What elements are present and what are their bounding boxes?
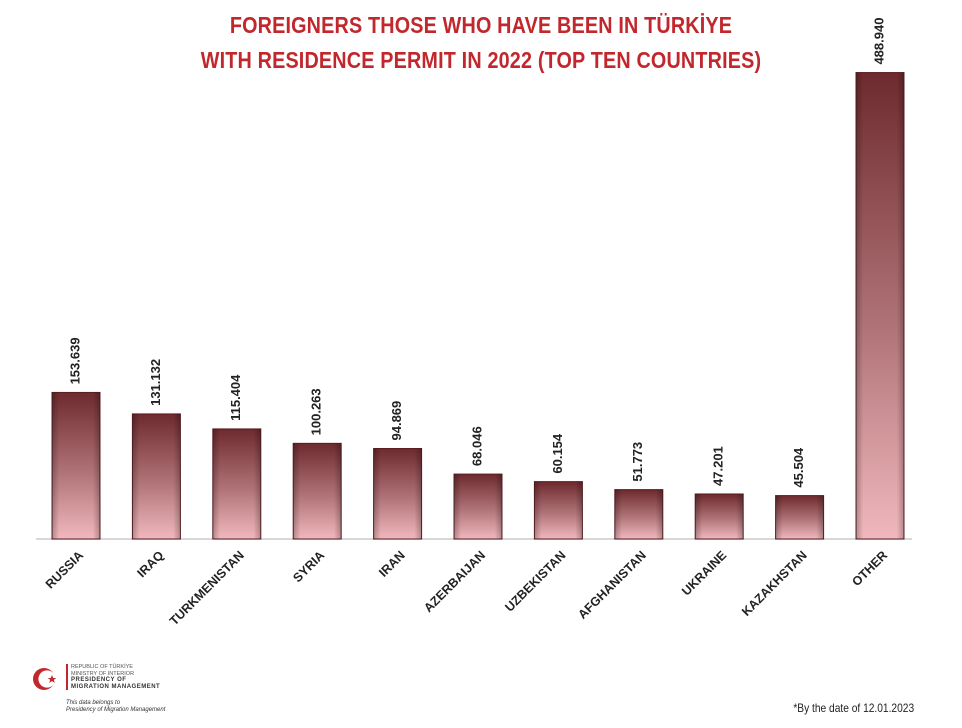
value-label-azerbaijan: 68.046: [469, 426, 484, 466]
category-label-turkmenistan: TURKMENISTAN: [167, 548, 247, 628]
bar-shade-kazakhstan: [775, 495, 824, 539]
bar-shade-uzbekistan: [534, 481, 583, 539]
chart-title: FOREIGNERS THOSE WHO HAVE BEEN IN TÜRKİY…: [67, 8, 894, 78]
ministry-logo: REPUBLIC OF TÜRKİYE MINISTRY OF INTERIOR…: [30, 662, 180, 722]
category-label-other: OTHER: [849, 548, 890, 589]
bar-shade-ukraine: [695, 493, 744, 539]
category-label-syria: SYRIA: [290, 548, 327, 585]
value-label-ukraine: 47.201: [711, 446, 726, 486]
value-label-turkmenistan: 115.404: [228, 374, 243, 421]
category-label-uzbekistan: UZBEKISTAN: [502, 548, 568, 614]
chart-title-line1: FOREIGNERS THOSE WHO HAVE BEEN IN TÜRKİY…: [229, 12, 733, 38]
value-label-iraq: 131.132: [148, 359, 163, 406]
logo-text-line3: PRESIDENCY OF: [71, 677, 127, 683]
logo-note-line2: Presidency of Migration Management: [66, 707, 166, 713]
value-label-syria: 100.263: [309, 388, 324, 435]
category-label-kazakhstan: KAZAKHSTAN: [739, 548, 810, 619]
bar-shade-syria: [293, 443, 342, 539]
category-label-iran: IRAN: [376, 548, 408, 580]
category-label-azerbaijan: AZERBAIJAN: [421, 548, 488, 615]
bar-shade-turkmenistan: [212, 428, 261, 539]
bar-shade-other: [856, 72, 904, 539]
category-label-ukraine: UKRAINE: [679, 548, 729, 598]
logo-text-line2: MINISTRY OF INTERIOR: [71, 670, 135, 677]
value-label-uzbekistan: 60.154: [550, 433, 565, 474]
value-label-afghanistan: 51.773: [630, 442, 645, 482]
bar-shade-azerbaijan: [454, 474, 502, 539]
logo-text-line4: MIGRATION MANAGEMENT: [71, 683, 161, 690]
value-label-other: 488.940: [871, 18, 886, 65]
bar-shade-afghanistan: [614, 489, 663, 539]
category-label-afghanistan: AFGHANISTAN: [575, 548, 649, 622]
crescent-star-icon: [33, 668, 57, 690]
category-label-iraq: IRAQ: [135, 548, 167, 580]
logo-note-line1: This data belongs to: [66, 700, 121, 706]
date-footnote: *By the date of 12.01.2023: [793, 701, 914, 715]
bar-shade-iraq: [132, 413, 181, 539]
value-label-iran: 94.869: [389, 401, 404, 441]
value-label-russia: 153.639: [67, 337, 82, 384]
category-label-russia: RUSSIA: [43, 548, 86, 591]
bar-shade-iran: [373, 448, 422, 539]
bar-shade-russia: [52, 392, 100, 539]
logo-text-line1: REPUBLIC OF TÜRKİYE: [71, 664, 133, 670]
value-label-kazakhstan: 45.504: [791, 447, 806, 488]
chart-title-line2: WITH RESIDENCE PERMIT IN 2022 (TOP TEN C…: [200, 47, 762, 73]
